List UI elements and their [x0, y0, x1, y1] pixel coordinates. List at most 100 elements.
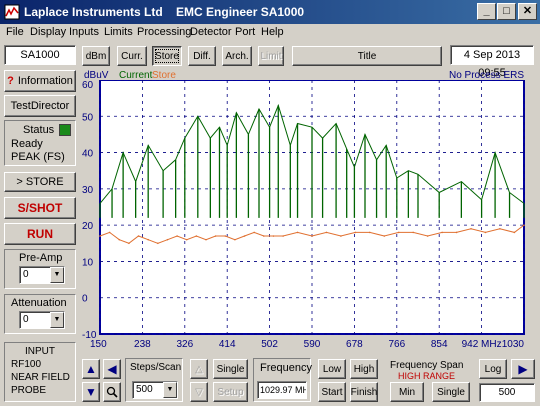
chevron-down-icon[interactable]: ▼ [50, 267, 64, 283]
series-point-store [185, 238, 188, 241]
series-point-store [441, 231, 443, 234]
high-button[interactable]: High [350, 359, 378, 379]
log-value-field[interactable]: 500 [479, 383, 535, 402]
series-point-store [108, 231, 111, 234]
scroll-left-button[interactable]: ◀ [103, 359, 121, 379]
menu-inputs[interactable]: Inputs [69, 26, 99, 38]
series-point-store [157, 242, 159, 245]
series-point-store [99, 235, 101, 237]
scroll-right-button[interactable]: ▶ [511, 359, 535, 379]
series-point-store [128, 242, 130, 245]
device-field[interactable]: SA1000 [4, 45, 76, 65]
chevron-down-icon[interactable]: ▼ [50, 312, 64, 328]
series-point-store [340, 235, 342, 237]
x-tick-label: 590 [304, 339, 321, 350]
status-line-1: Ready [11, 138, 43, 150]
status-line-2: PEAK (FS) [11, 151, 65, 163]
close-button[interactable]: ✕ [518, 3, 537, 20]
arrow-down-outline-icon: ▽ [195, 386, 203, 398]
frequency-panel: Frequency 1029.97 MHz [253, 358, 312, 402]
menu-port[interactable]: Port [235, 26, 256, 38]
x-tick-label: 502 [261, 339, 278, 350]
steps-value: 500 [136, 384, 153, 395]
store-button[interactable]: Store [152, 46, 182, 66]
menu-help[interactable]: Help [261, 26, 284, 38]
setup-button[interactable]: Setup [213, 382, 248, 402]
attenuation-panel: Attenuation 0 ▼ [4, 294, 76, 334]
series-point-store [513, 231, 516, 234]
span-label: Frequency Span [390, 360, 464, 371]
attenuation-select[interactable]: 0 ▼ [19, 311, 65, 329]
arrow-down-icon: ▼ [85, 385, 97, 399]
series-point-store [214, 235, 217, 237]
frequency-label: Frequency [260, 362, 312, 374]
current-button[interactable]: Curr. [117, 46, 147, 66]
span-range: HIGH RANGE [398, 371, 456, 381]
zoom-button[interactable] [103, 382, 121, 402]
input-line-2: RF100 [11, 359, 42, 370]
step-up-button[interactable]: △ [190, 359, 208, 379]
single-span-button[interactable]: Single [432, 382, 470, 402]
information-button[interactable]: ? Information [4, 70, 76, 92]
y-tick-label: 50 [82, 112, 94, 123]
store-action-button[interactable]: > STORE [4, 172, 76, 192]
dbm-button[interactable]: dBm [82, 46, 110, 66]
series-point-store [205, 238, 207, 241]
menu-display[interactable]: Display [30, 26, 67, 38]
maximize-button[interactable]: □ [497, 3, 516, 20]
series-point-store [369, 231, 371, 234]
series-point-store [499, 227, 501, 230]
arrow-right-icon: ▶ [518, 362, 528, 376]
scroll-up-button[interactable]: ▲ [82, 359, 100, 379]
limit-button[interactable]: Limit [258, 46, 284, 66]
series-point-store [523, 224, 525, 226]
minimize-button[interactable]: _ [477, 3, 496, 20]
steps-select[interactable]: 500 ▼ [132, 381, 178, 399]
min-span-button[interactable]: Min [390, 382, 424, 402]
archive-button[interactable]: Arch. [222, 46, 252, 66]
menu-processing[interactable]: Processing [137, 26, 192, 38]
log-button[interactable]: Log [479, 359, 507, 379]
step-down-button[interactable]: ▽ [190, 382, 208, 402]
help-icon: ? [7, 75, 14, 87]
diff-button[interactable]: Diff. [188, 46, 216, 66]
y-tick-label: 60 [82, 80, 94, 91]
preamp-select[interactable]: 0 ▼ [19, 266, 65, 284]
datetime-field: 4 Sep 2013 09:55 [450, 45, 534, 79]
y-tick-label: 20 [82, 221, 94, 232]
finish-button[interactable]: Finish [350, 382, 378, 402]
preamp-value: 0 [23, 269, 29, 280]
series-point-store [412, 231, 414, 234]
magnifier-icon [106, 386, 118, 398]
y-tick-label: 10 [82, 257, 94, 268]
steps-label: Steps/Scan [130, 362, 182, 373]
series-point-store [234, 238, 236, 241]
y-tick-label: -10 [82, 330, 97, 341]
frequency-input[interactable]: 1029.97 MHz [257, 381, 307, 399]
status-label: Status [23, 124, 55, 136]
series-point-store [147, 238, 149, 241]
testdirector-button[interactable]: TestDirector [4, 95, 76, 117]
legend-store: Store [152, 70, 176, 81]
chevron-down-icon[interactable]: ▼ [163, 382, 177, 398]
attenuation-label: Attenuation [11, 297, 67, 309]
start-button[interactable]: Start [318, 382, 346, 402]
arrow-left-icon: ◀ [107, 362, 117, 376]
menu-detector[interactable]: Detector [190, 26, 232, 38]
steps-panel: Steps/Scan 500 ▼ [125, 358, 183, 402]
series-point-store [224, 235, 227, 237]
run-button[interactable]: RUN [4, 223, 76, 245]
title-button[interactable]: Title [292, 46, 442, 66]
menu-bar: File Display Inputs Limits Processing De… [0, 24, 540, 41]
menu-limits[interactable]: Limits [104, 26, 133, 38]
menu-file[interactable]: File [6, 26, 24, 38]
x-tick-label: 1030 [502, 339, 525, 350]
low-button[interactable]: Low [318, 359, 346, 379]
series-point-store [455, 231, 458, 234]
series-point-store [195, 235, 198, 237]
series-point-store [426, 235, 429, 237]
snapshot-button[interactable]: S/SHOT [4, 197, 76, 219]
scroll-down-button[interactable]: ▼ [82, 382, 100, 402]
single-step-button[interactable]: Single [213, 359, 248, 379]
